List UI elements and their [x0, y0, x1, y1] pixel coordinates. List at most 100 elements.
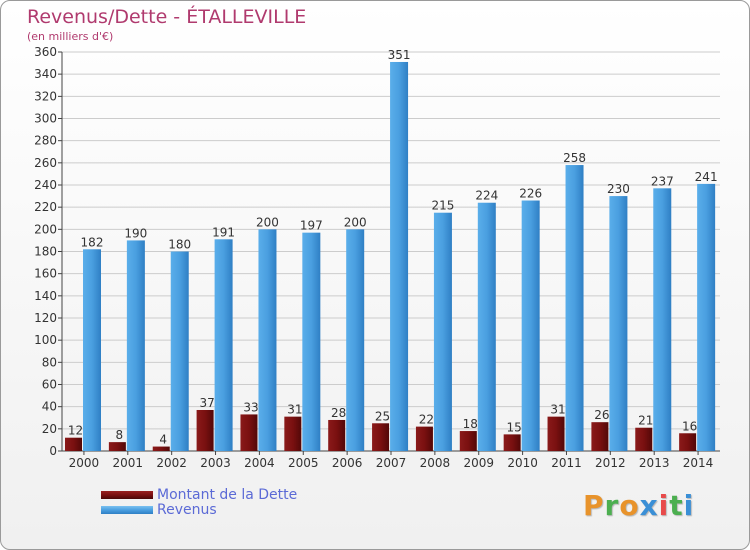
y-tick-label: 140 — [34, 289, 57, 303]
bar-revenus — [83, 249, 101, 451]
bar-dette — [679, 433, 697, 451]
y-tick-label: 280 — [34, 134, 57, 148]
x-tick-label: 2009 — [463, 456, 494, 470]
logo-letter: i — [683, 489, 695, 522]
data-label-revenus: 180 — [168, 238, 191, 252]
data-label-dette: 4 — [159, 433, 167, 447]
data-label-dette: 26 — [594, 408, 609, 422]
bar-revenus — [346, 229, 365, 451]
y-tick-label: 260 — [34, 156, 57, 170]
bar-revenus — [170, 251, 189, 451]
data-label-revenus: 190 — [124, 226, 147, 240]
logo-letter: o — [619, 489, 640, 522]
x-tick-label: 2014 — [683, 456, 714, 470]
bar-revenus — [390, 61, 409, 451]
data-label-dette: 12 — [68, 424, 83, 438]
data-label-revenus: 237 — [651, 174, 674, 188]
x-tick-label: 2007 — [376, 456, 407, 470]
y-tick-label: 180 — [34, 245, 57, 259]
y-tick-label: 320 — [34, 89, 57, 103]
logo-letter: x — [639, 489, 659, 522]
data-label-revenus: 226 — [519, 187, 542, 201]
bar-dette — [372, 423, 390, 451]
bar-dette — [503, 434, 521, 451]
legend-label-dette: Montant de la Dette — [157, 487, 298, 503]
x-tick-label: 2005 — [288, 456, 319, 470]
bar-revenus — [477, 202, 496, 451]
bar-dette — [459, 431, 477, 451]
y-tick-label: 340 — [34, 67, 57, 81]
logo-letter: t — [669, 489, 684, 522]
bar-revenus — [565, 165, 584, 452]
bar-dette — [328, 419, 346, 451]
bar-dette — [284, 416, 302, 451]
legend-swatch-revenus — [101, 506, 153, 514]
chart-title: Revenus/Dette - ÉTALLEVILLE — [27, 6, 307, 28]
y-tick-label: 80 — [42, 355, 57, 369]
data-label-revenus: 258 — [563, 151, 586, 165]
bar-dette — [196, 409, 214, 451]
data-label-dette: 25 — [375, 409, 390, 423]
data-label-dette: 21 — [638, 414, 653, 428]
legend-swatch-dette — [101, 491, 153, 499]
data-label-revenus: 182 — [81, 235, 104, 249]
data-label-dette: 31 — [550, 403, 565, 417]
bar-dette — [108, 442, 126, 451]
y-tick-label: 240 — [34, 178, 57, 192]
bar-revenus — [521, 200, 540, 451]
bar-revenus — [302, 232, 321, 451]
data-label-revenus: 241 — [695, 170, 718, 184]
x-tick-label: 2010 — [507, 456, 538, 470]
y-tick-label: 200 — [34, 222, 57, 236]
bar-revenus — [653, 188, 672, 451]
data-label-dette: 8 — [116, 428, 124, 442]
y-tick-label: 100 — [34, 333, 57, 347]
data-label-dette: 16 — [682, 419, 697, 433]
bar-dette — [635, 427, 653, 451]
y-tick-label: 300 — [34, 112, 57, 126]
data-label-revenus: 191 — [212, 225, 235, 239]
y-tick-label: 20 — [42, 422, 57, 436]
data-label-dette: 22 — [419, 413, 434, 427]
logo-letter: P — [583, 489, 605, 522]
x-tick-label: 2002 — [156, 456, 187, 470]
bar-dette — [415, 426, 433, 451]
bar-revenus — [433, 212, 452, 451]
legend-label-revenus: Revenus — [157, 502, 217, 518]
bar-dette — [240, 414, 258, 451]
x-tick-label: 2012 — [595, 456, 626, 470]
y-tick-label: 160 — [34, 267, 57, 281]
bar-revenus — [126, 240, 145, 451]
bar-revenus — [697, 183, 716, 451]
legend-item-dette: Montant de la Dette — [101, 487, 297, 503]
x-tick-label: 2000 — [69, 456, 100, 470]
y-tick-label: 0 — [49, 444, 57, 458]
y-tick-label: 40 — [42, 400, 57, 414]
x-tick-label: 2006 — [332, 456, 363, 470]
data-label-revenus: 224 — [475, 189, 498, 203]
chart-subtitle: (en milliers d'€) — [27, 30, 114, 43]
y-tick-label: 60 — [42, 378, 57, 392]
data-label-dette: 28 — [331, 406, 346, 420]
bar-revenus — [258, 229, 277, 451]
x-tick-label: 2003 — [200, 456, 231, 470]
data-label-revenus: 200 — [256, 215, 279, 229]
bar-revenus — [214, 239, 233, 451]
data-label-dette: 33 — [243, 400, 258, 414]
bar-dette — [547, 416, 565, 451]
bar-revenus — [609, 196, 628, 451]
logo-letter: r — [604, 489, 620, 522]
x-tick-label: 2004 — [244, 456, 275, 470]
data-label-revenus: 197 — [300, 219, 323, 233]
data-label-dette: 15 — [507, 420, 522, 434]
bar-dette — [65, 437, 82, 451]
bar-dette — [152, 446, 170, 451]
data-label-revenus: 200 — [344, 215, 367, 229]
y-tick-label: 220 — [34, 200, 57, 214]
bar-dette — [591, 422, 609, 451]
proxiti-logo: Proxiti — [583, 489, 694, 522]
data-label-revenus: 215 — [431, 199, 454, 213]
legend-item-revenus: Revenus — [101, 502, 217, 518]
